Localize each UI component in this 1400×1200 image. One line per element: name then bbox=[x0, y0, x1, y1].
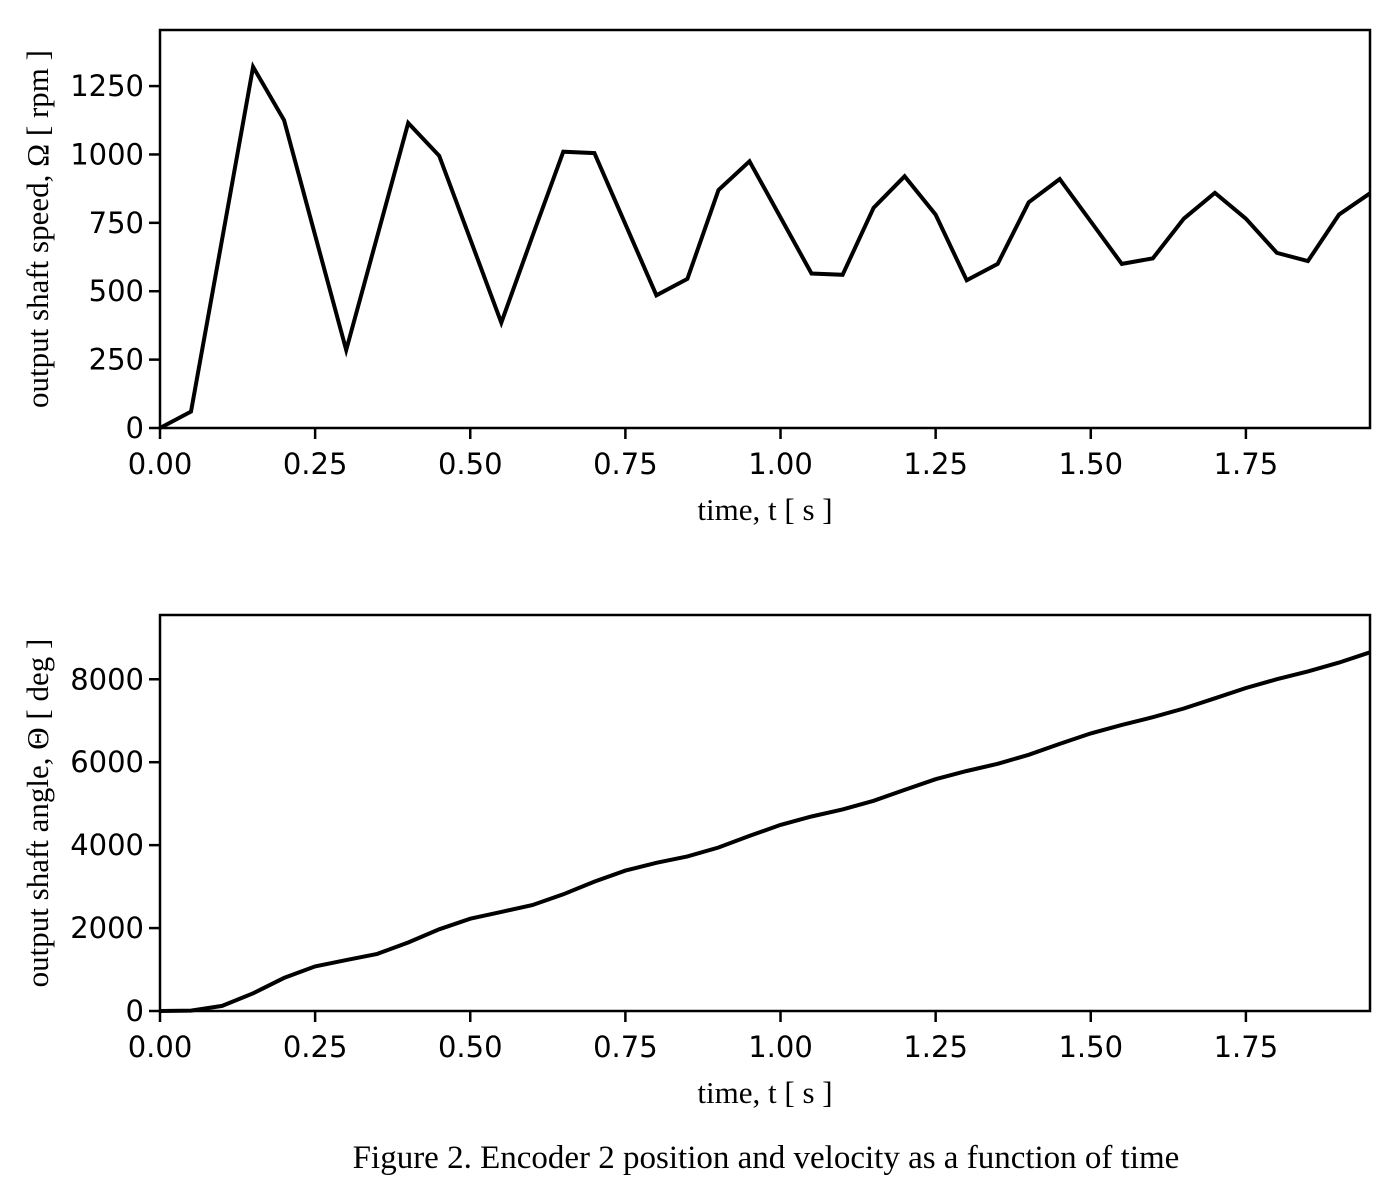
speed-y-tick-label: 1000 bbox=[70, 137, 144, 171]
speed-x-tick-label: 1.75 bbox=[1214, 447, 1279, 481]
angle-chart: 0.00 0.25 0.50 0.75 1.00 1.25 1.50 1.75 0 2000 400… bbox=[20, 613, 1372, 1110]
angle-y-tick-label: 8000 bbox=[70, 662, 144, 696]
speed-y-tick-label: 750 bbox=[89, 206, 144, 240]
angle-y-tick-label: 6000 bbox=[70, 745, 144, 779]
speed-x-tick-label: 1.25 bbox=[903, 447, 968, 481]
angle-x-tick-label: 0.25 bbox=[283, 1030, 348, 1064]
speed-x-tick-label: 1.00 bbox=[748, 447, 813, 481]
speed-y-tick-label: 1250 bbox=[70, 69, 144, 103]
speed-y-tick-label: 250 bbox=[89, 343, 144, 377]
speed-x-tick-label: 0.75 bbox=[593, 447, 658, 481]
angle-y-tick-label: 0 bbox=[126, 994, 144, 1028]
speed-plot-frame bbox=[158, 28, 1372, 430]
angle-x-tick-label: 1.75 bbox=[1214, 1030, 1279, 1064]
angle-x-tick-label: 1.50 bbox=[1058, 1030, 1123, 1064]
speed-y-tick-label: 500 bbox=[89, 274, 144, 308]
speed-series-line bbox=[159, 61, 1372, 430]
angle-y-axis-label: output shaft angle, Θ [ deg ] bbox=[20, 639, 55, 988]
angle-x-axis-label: time, t [ s ] bbox=[697, 1075, 832, 1110]
angle-y-tick-label: 2000 bbox=[70, 911, 144, 945]
angle-x-tick-label: 1.25 bbox=[903, 1030, 968, 1064]
angle-x-tick-label: 0.00 bbox=[128, 1030, 193, 1064]
angle-x-tick-label: 0.50 bbox=[438, 1030, 503, 1064]
angle-x-tick-label: 0.75 bbox=[593, 1030, 658, 1064]
angle-x-tick-label: 1.00 bbox=[748, 1030, 813, 1064]
speed-y-axis-label: output shaft speed, Ω [ rpm ] bbox=[20, 50, 55, 408]
angle-series-line bbox=[159, 650, 1371, 1013]
speed-y-tick-label: 0 bbox=[126, 411, 144, 445]
angle-plot-frame bbox=[158, 613, 1372, 1013]
figure-caption: Figure 2. Encoder 2 position and velocit… bbox=[353, 1140, 1180, 1176]
speed-x-tick-label: 0.50 bbox=[438, 447, 503, 481]
speed-x-tick-label: 0.00 bbox=[128, 447, 193, 481]
speed-x-tick-label: 0.25 bbox=[283, 447, 348, 481]
speed-chart: 0.00 0.25 0.50 0.75 1.00 1.25 1.50 1.75 0 250 500 7… bbox=[20, 28, 1372, 527]
speed-x-axis-label: time, t [ s ] bbox=[697, 492, 832, 527]
angle-y-tick-label: 4000 bbox=[70, 828, 144, 862]
speed-x-tick-label: 1.50 bbox=[1058, 447, 1123, 481]
